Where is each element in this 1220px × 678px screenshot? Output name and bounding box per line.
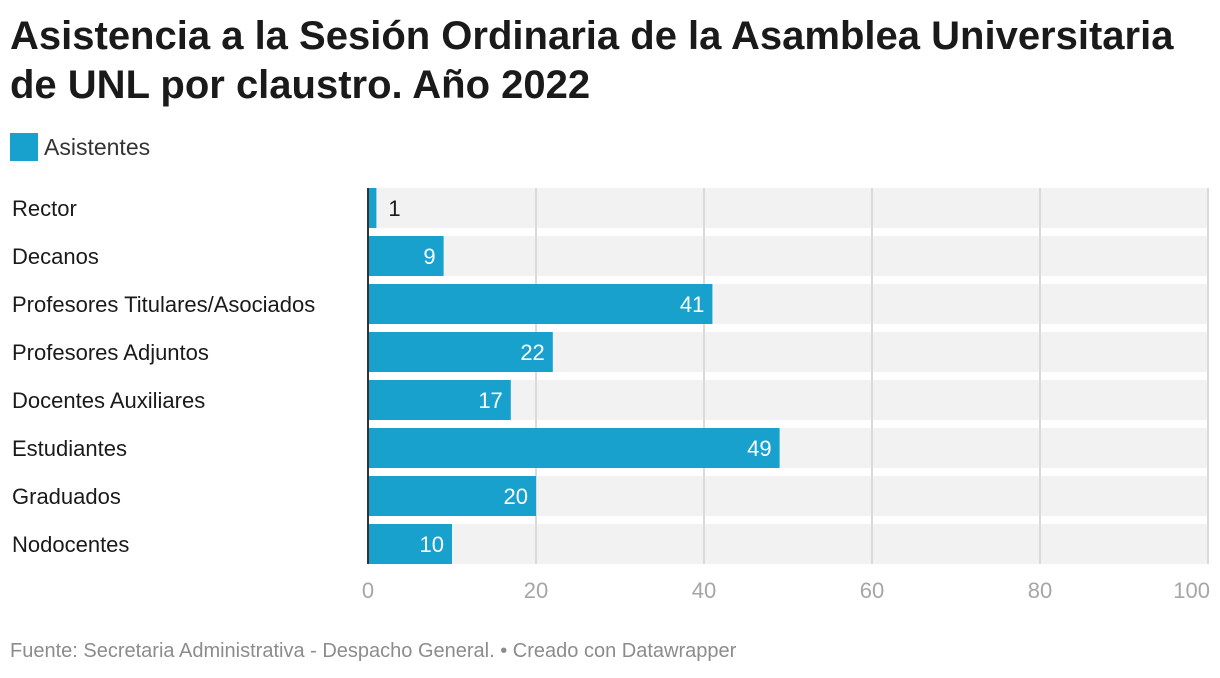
value-label: 1 xyxy=(388,196,400,221)
category-label: Profesores Adjuntos xyxy=(12,340,209,365)
x-tick-label: 80 xyxy=(1028,578,1052,603)
x-tick-label: 60 xyxy=(860,578,884,603)
category-label: Rector xyxy=(12,196,77,221)
bar-track xyxy=(368,188,1208,228)
legend-label: Asistentes xyxy=(44,133,151,160)
legend: Asistentes xyxy=(10,132,150,162)
category-label: Estudiantes xyxy=(12,436,127,461)
bar xyxy=(368,284,713,324)
value-label: 20 xyxy=(504,484,528,509)
x-tick-label: 0 xyxy=(362,578,374,603)
value-label: 9 xyxy=(423,244,435,269)
bar xyxy=(368,524,452,564)
bar xyxy=(368,476,536,516)
bar xyxy=(368,428,780,468)
bar-track xyxy=(368,236,1208,276)
bar-track xyxy=(368,524,1208,564)
bar xyxy=(368,332,553,372)
source-footer: Fuente: Secretaria Administrativa - Desp… xyxy=(10,640,737,662)
value-label: 10 xyxy=(420,532,444,557)
legend-swatch xyxy=(10,133,38,161)
category-label: Nodocentes xyxy=(12,532,129,557)
category-label: Docentes Auxiliares xyxy=(12,388,205,413)
value-label: 49 xyxy=(747,436,771,461)
x-tick-label: 20 xyxy=(524,578,548,603)
category-label: Profesores Titulares/Asociados xyxy=(12,292,315,317)
x-tick-label: 100 xyxy=(1173,578,1210,603)
value-label: 17 xyxy=(478,388,502,413)
x-tick-label: 40 xyxy=(692,578,716,603)
category-label: Decanos xyxy=(12,244,99,269)
bar xyxy=(368,236,444,276)
category-label: Graduados xyxy=(12,484,121,509)
bar xyxy=(368,380,511,420)
bar xyxy=(368,188,377,228)
value-label: 22 xyxy=(520,340,544,365)
chart-title: Asistencia a la Sesión Ordinaria de la A… xyxy=(10,14,1174,107)
value-label: 41 xyxy=(680,292,704,317)
